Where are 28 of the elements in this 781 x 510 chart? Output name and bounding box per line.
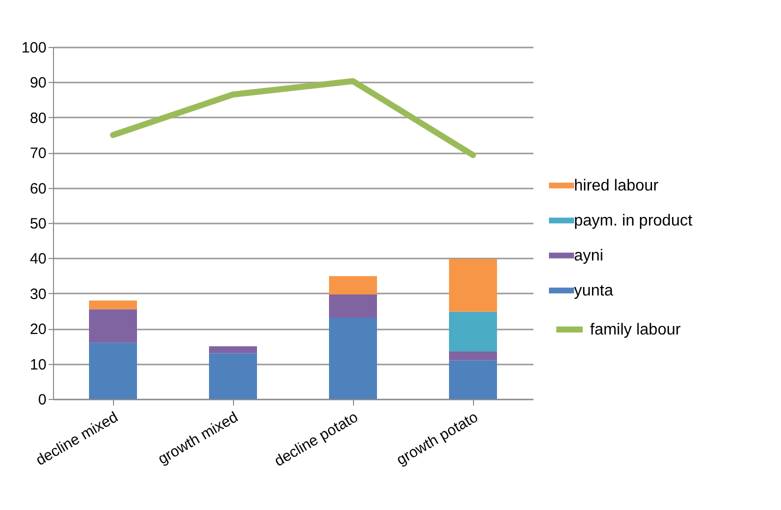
bar xyxy=(449,258,497,312)
legend-label: family labour xyxy=(590,322,682,338)
legend-label: yunta xyxy=(574,282,614,300)
y-tick-label: 50 xyxy=(30,216,46,232)
bar xyxy=(449,360,497,399)
bar xyxy=(89,309,137,343)
bar xyxy=(449,351,497,360)
bar xyxy=(329,276,377,294)
legend-label: paym. in product xyxy=(574,212,693,230)
bar xyxy=(209,346,257,354)
y-tick-label: 70 xyxy=(30,145,46,162)
bar xyxy=(89,342,137,399)
y-tick-label: 40 xyxy=(30,250,46,268)
y-tick-label: 30 xyxy=(30,286,46,303)
bar xyxy=(329,318,377,399)
y-tick-label: 10 xyxy=(30,356,46,374)
bar xyxy=(329,294,377,318)
y-tick-label: 20 xyxy=(30,321,46,338)
bar xyxy=(89,300,137,310)
y-tick-label: 100 xyxy=(21,40,46,56)
y-tick-label: 80 xyxy=(30,110,46,127)
bar xyxy=(449,312,497,352)
y-tick-label: 90 xyxy=(30,74,46,92)
bar xyxy=(209,353,257,399)
legend-label: ayni xyxy=(574,248,604,264)
legend-label: hired labour xyxy=(574,178,660,194)
y-tick-label: 60 xyxy=(30,180,46,198)
y-tick-label: 0 xyxy=(38,392,46,408)
